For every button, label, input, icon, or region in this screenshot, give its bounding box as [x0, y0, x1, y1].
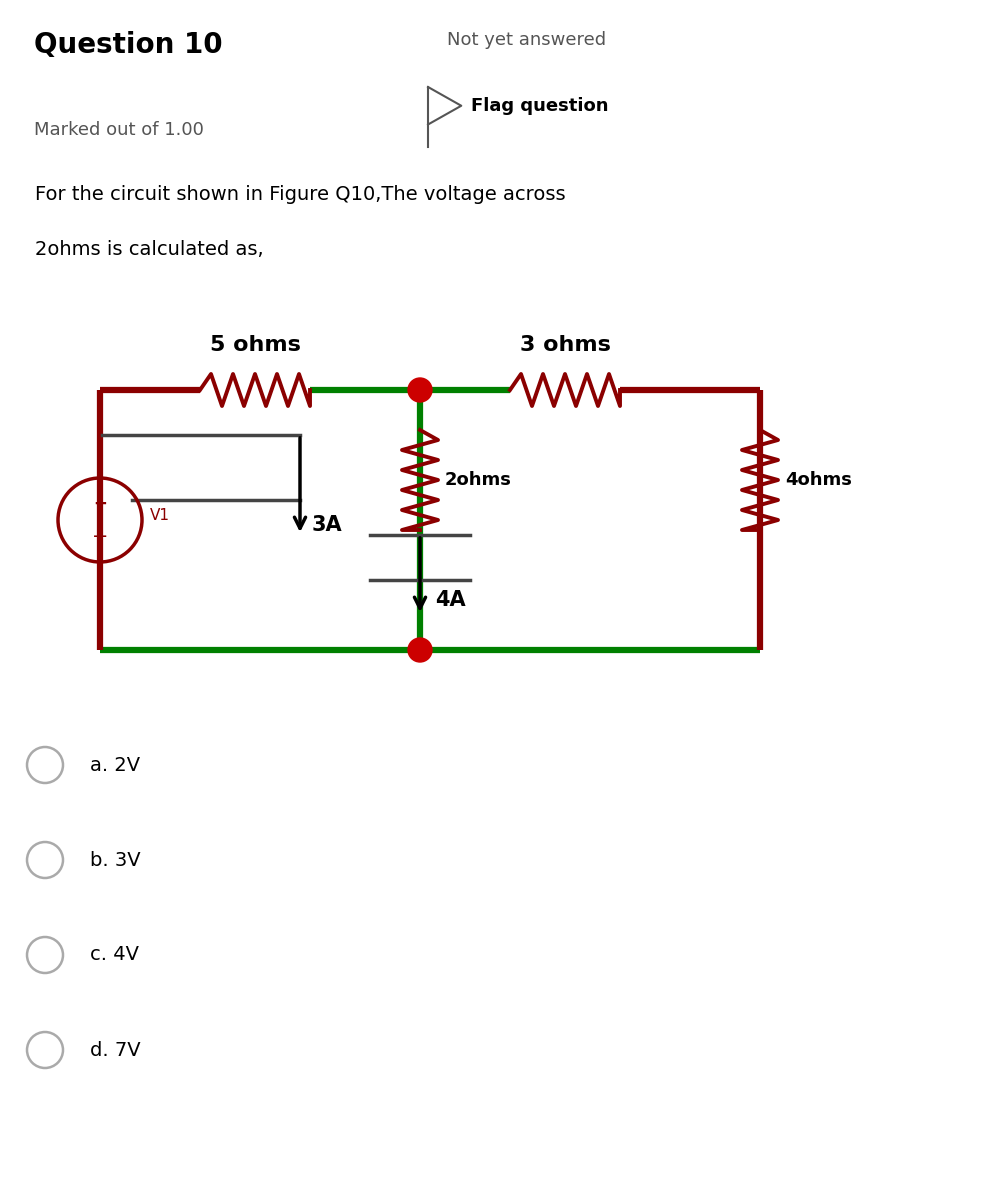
Text: Flag question: Flag question: [471, 97, 608, 115]
Text: Not yet answered: Not yet answered: [447, 31, 606, 49]
Text: V1: V1: [150, 508, 170, 522]
Text: 3 ohms: 3 ohms: [519, 335, 610, 355]
Circle shape: [408, 378, 432, 402]
Text: 5 ohms: 5 ohms: [210, 335, 301, 355]
Text: a. 2V: a. 2V: [90, 756, 140, 774]
Text: 4A: 4A: [435, 590, 466, 610]
Text: Marked out of 1.00: Marked out of 1.00: [34, 121, 204, 139]
Text: 3A: 3A: [312, 515, 342, 535]
Text: b. 3V: b. 3V: [90, 851, 140, 870]
Circle shape: [408, 638, 432, 662]
Text: Question 10: Question 10: [34, 31, 223, 59]
Text: 2ohms: 2ohms: [445, 472, 512, 490]
Text: +: +: [93, 496, 107, 514]
Text: 4ohms: 4ohms: [785, 472, 852, 490]
Text: −: −: [92, 527, 108, 546]
Text: For the circuit shown in Figure Q10,The voltage across: For the circuit shown in Figure Q10,The …: [35, 185, 566, 204]
Text: c. 4V: c. 4V: [90, 946, 139, 965]
Text: 2ohms is calculated as,: 2ohms is calculated as,: [35, 240, 264, 259]
Text: d. 7V: d. 7V: [90, 1040, 140, 1060]
